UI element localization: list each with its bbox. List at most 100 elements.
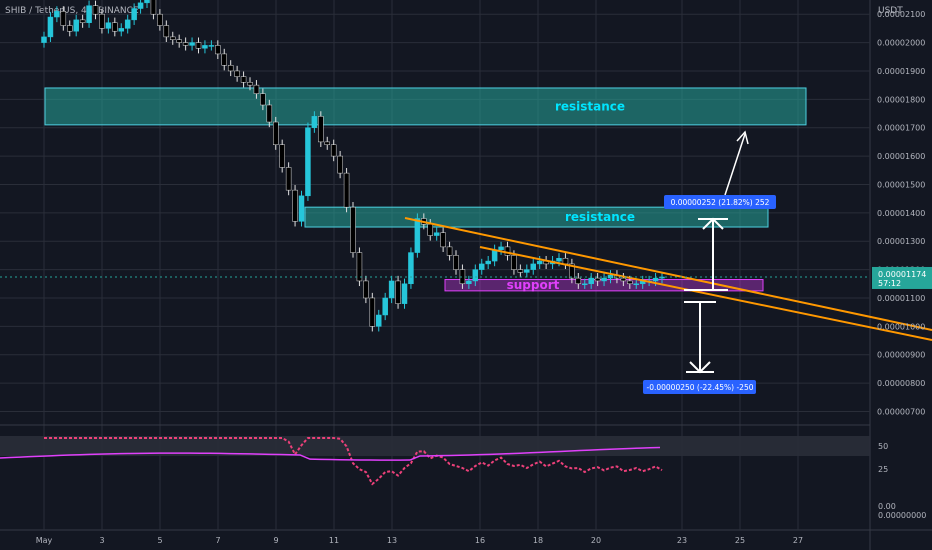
- candle-body: [292, 189, 298, 222]
- price-tick-label: 0.00000900: [877, 351, 925, 360]
- candle-body: [215, 45, 221, 55]
- candle-body: [517, 269, 524, 273]
- rsi-band: [0, 436, 870, 456]
- candle-body: [54, 11, 60, 18]
- candle-body: [620, 277, 627, 282]
- candle-body: [157, 13, 163, 26]
- candle-body: [601, 277, 607, 282]
- time-tick-label: 9: [273, 536, 278, 545]
- candle-body: [363, 280, 369, 299]
- candle-body: [485, 260, 491, 265]
- candle-body: [208, 45, 215, 47]
- candle-body: [227, 65, 234, 72]
- target-up-label-box: [664, 195, 776, 209]
- candle-body: [144, 0, 150, 4]
- candle-body: [530, 263, 536, 270]
- candle-layer: [41, 0, 665, 332]
- candle-body: [150, 0, 157, 15]
- candle-body: [588, 277, 594, 285]
- candle-body: [388, 280, 395, 299]
- support-label: support: [507, 278, 560, 292]
- candle-body: [440, 232, 446, 248]
- candle-body: [504, 246, 511, 256]
- trendline-upper: [404, 217, 932, 331]
- time-tick-label: 25: [735, 536, 745, 545]
- candle-body: [369, 297, 376, 327]
- time-tick-label: 13: [387, 536, 397, 545]
- time-tick-label: 11: [329, 536, 339, 545]
- candle-body: [60, 11, 67, 26]
- candle-body: [427, 223, 433, 236]
- candle-body: [536, 260, 543, 265]
- candle-body: [569, 263, 575, 279]
- candle-body: [47, 16, 54, 38]
- price-axis[interactable]: 0.00002100 0.00002000 0.00001900 0.00001800…: [872, 10, 932, 416]
- candle-body: [408, 252, 414, 285]
- price-tick-label: 0.00000700: [877, 407, 925, 416]
- target-up-label: 0.00000252 (21.82%) 252: [671, 198, 770, 207]
- resistance-label-upper: resistance: [555, 99, 625, 113]
- rsi-series-line: [44, 437, 663, 486]
- rsi-tick-label: 50: [878, 442, 888, 451]
- target-down-label-box: [643, 380, 756, 394]
- price-tick-label: 0.00001400: [877, 209, 925, 218]
- currency-label: USDT: [878, 6, 903, 16]
- symbol-title: SHIB / TetherUS, 4h, BINANCE: [5, 6, 139, 16]
- price-tick-label: 0.00000800: [877, 379, 925, 388]
- candle-body: [633, 283, 639, 286]
- rsi-ma-line: [0, 446, 661, 461]
- candle-body: [99, 13, 105, 29]
- candle-body: [305, 127, 311, 197]
- candle-body: [285, 167, 292, 191]
- candle-body: [234, 70, 240, 77]
- candle-body: [202, 45, 208, 49]
- price-tick-label: 0.00001700: [877, 124, 925, 133]
- candle-body: [382, 297, 388, 316]
- price-tick-label: 0.00001100: [877, 294, 925, 303]
- candle-body: [414, 218, 421, 253]
- resistance-zone-lower: [304, 206, 769, 228]
- candle-body: [41, 36, 47, 43]
- price-tick-label: 0.00001300: [877, 237, 925, 246]
- candle-body: [472, 269, 479, 282]
- candle-body: [112, 22, 118, 32]
- zone-layer: resistance resistance support: [44, 87, 807, 292]
- candle-body: [105, 22, 112, 29]
- candle-body: [350, 206, 356, 253]
- candle-body: [311, 116, 318, 128]
- candle-body: [86, 5, 92, 23]
- time-tick-label: 23: [677, 536, 687, 545]
- candle-body: [131, 8, 137, 21]
- rsi-tick-label: 0.00: [878, 502, 896, 511]
- candle-body: [401, 283, 408, 304]
- time-tick-label: 7: [215, 536, 220, 545]
- rsi-tick-label: 25: [878, 465, 888, 474]
- candle-body: [330, 144, 337, 157]
- candle-body: [446, 246, 453, 256]
- measure-up-arrowhead: [702, 217, 724, 230]
- candle-body: [182, 42, 189, 46]
- price-tick-label: 0.00001500: [877, 180, 925, 189]
- candle-body: [459, 269, 466, 285]
- candle-body: [92, 5, 99, 15]
- current-price-box: [872, 266, 932, 289]
- candle-body: [582, 283, 588, 286]
- target-arrow-line: [724, 133, 746, 196]
- candle-body: [433, 232, 440, 236]
- trendline-lower: [479, 246, 932, 341]
- price-tick-label: 0.00002000: [877, 39, 925, 48]
- rsi-panel: 50 25 0.000.00000000: [0, 424, 926, 520]
- candle-body: [73, 19, 79, 32]
- candle-body: [79, 19, 86, 23]
- time-axis[interactable]: May 3 5 7 9 11 13 16 18 20 23 25 27: [36, 536, 803, 545]
- candle-body: [498, 246, 504, 250]
- time-tick-label: 16: [475, 536, 485, 545]
- candle-body: [247, 82, 253, 86]
- candle-body: [594, 277, 601, 282]
- candle-body: [376, 314, 382, 327]
- current-price-value: 0.00001174: [878, 270, 926, 279]
- candle-body: [124, 19, 131, 29]
- candle-body: [137, 2, 144, 9]
